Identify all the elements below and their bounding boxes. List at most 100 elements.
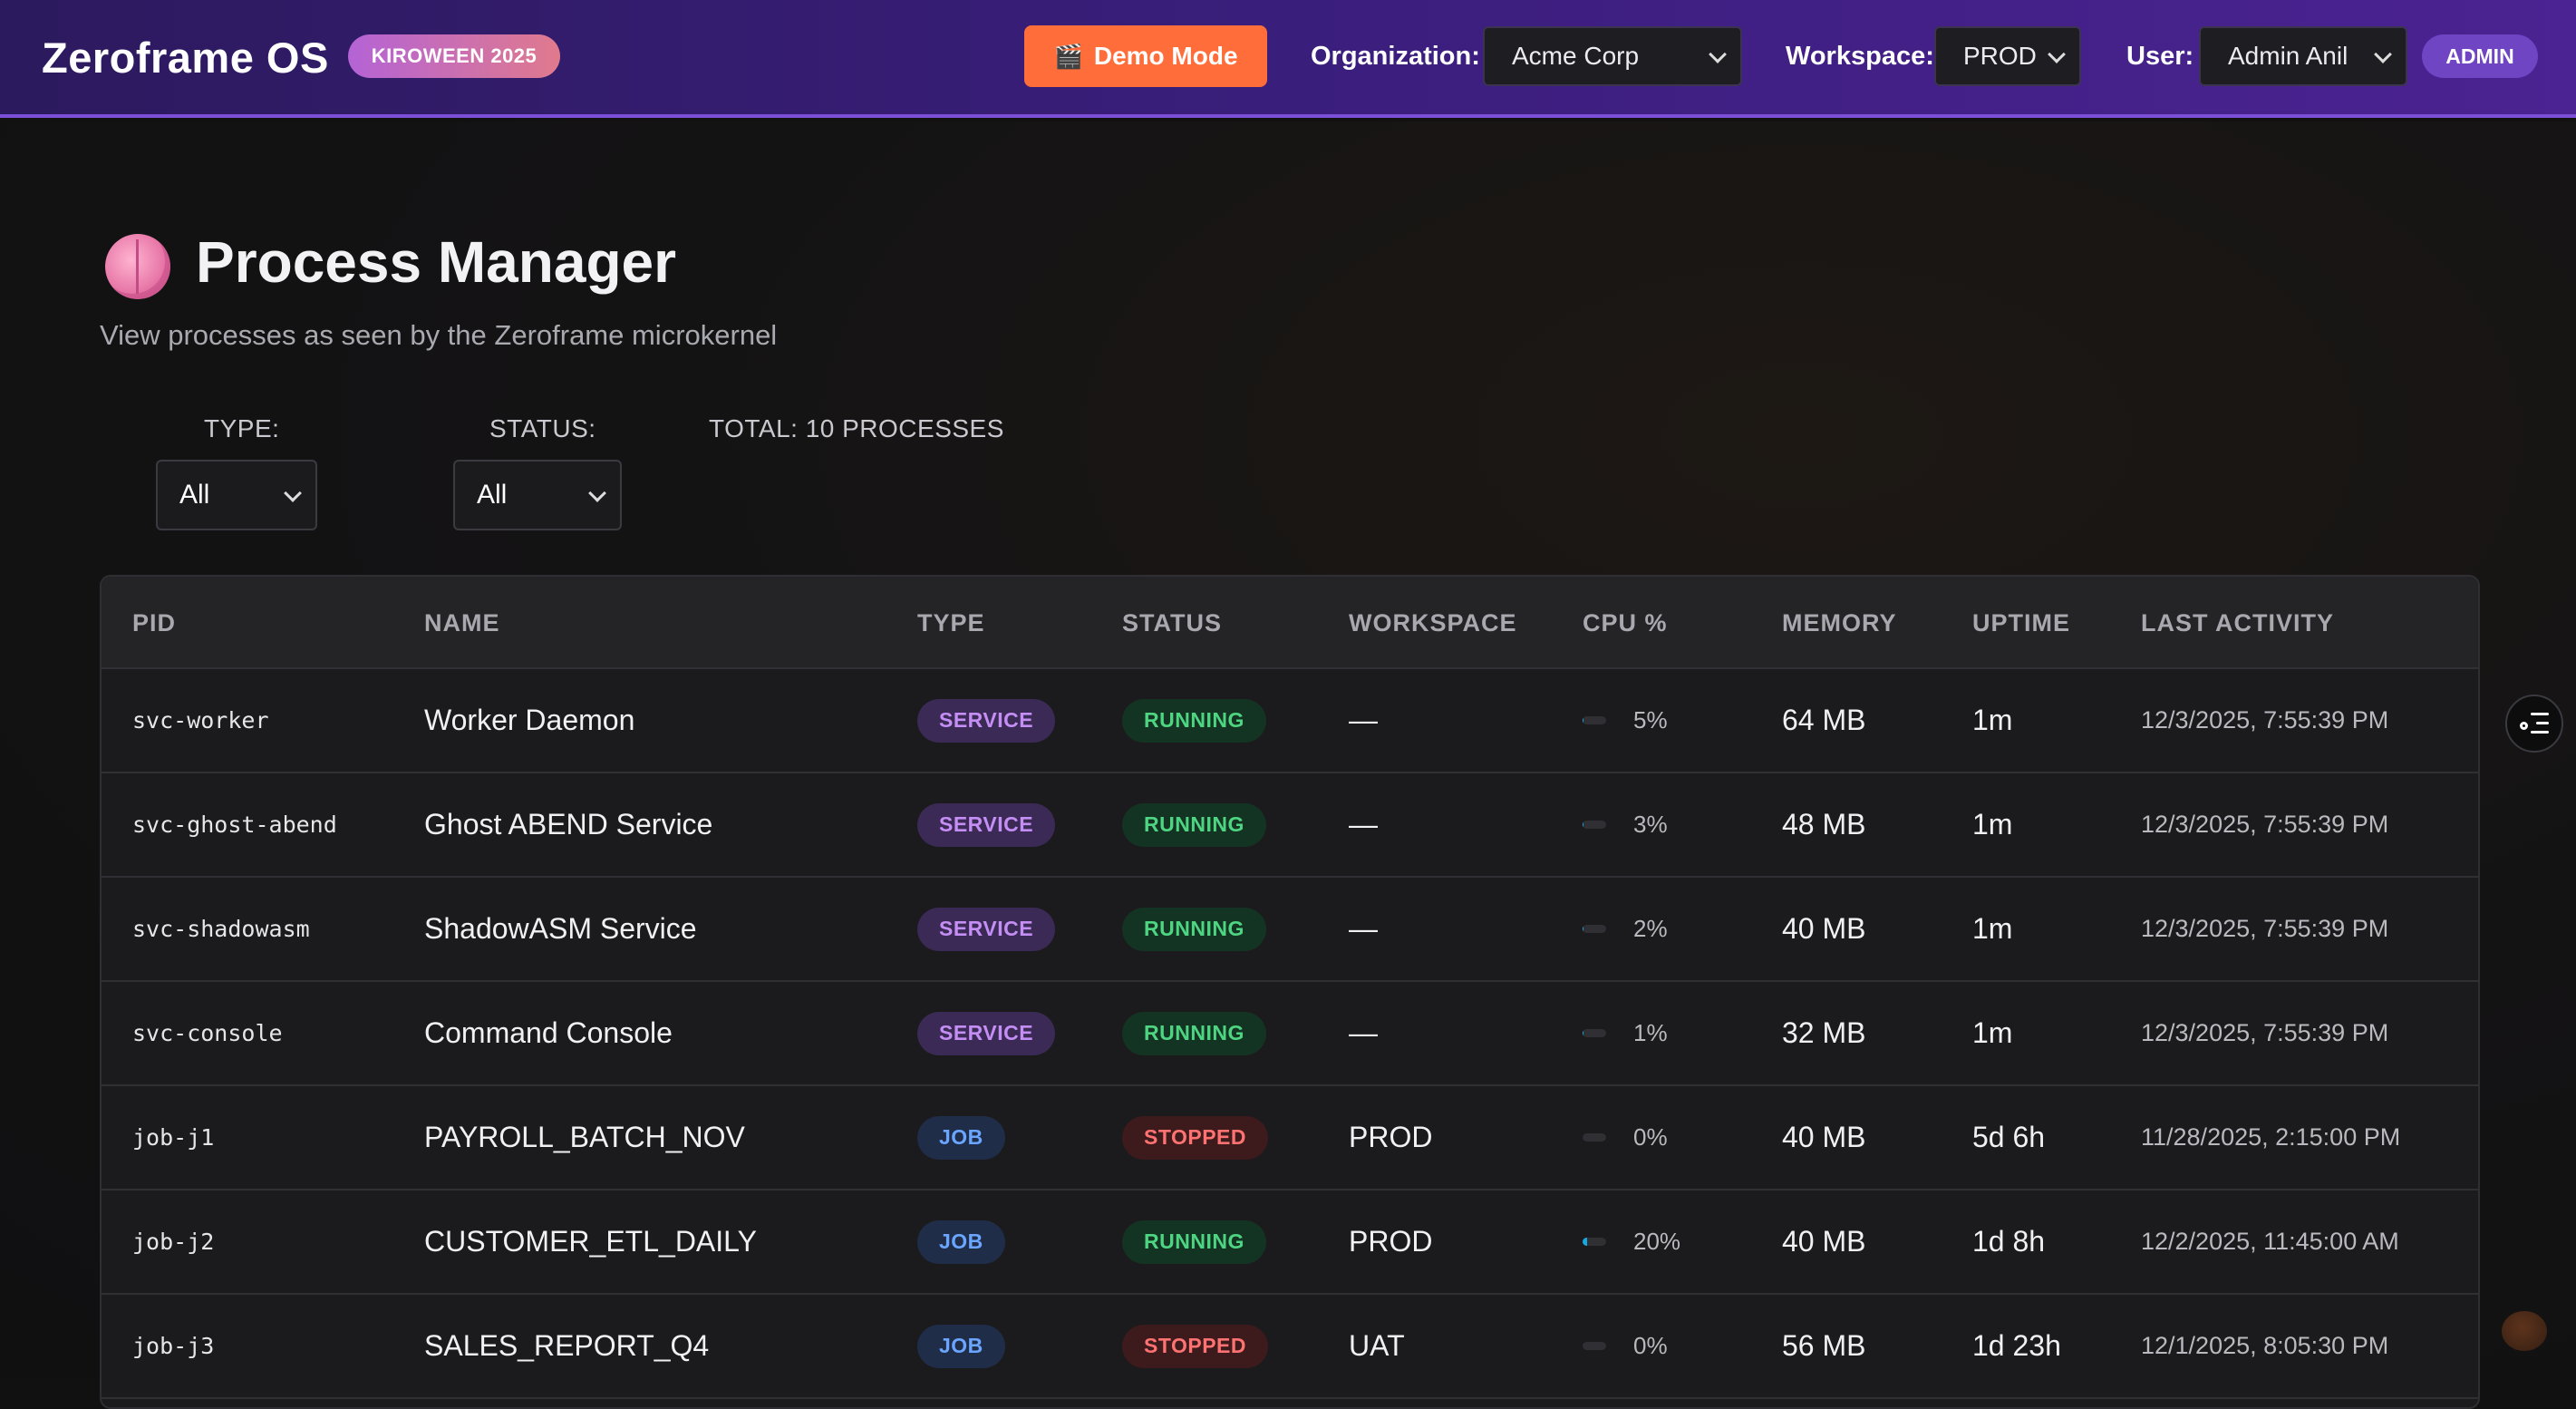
name-cell: Command Console — [424, 982, 673, 1084]
task-list-button[interactable] — [2505, 695, 2563, 753]
status-badge: STOPPED — [1122, 1325, 1268, 1368]
name-cell: ShadowASM Service — [424, 878, 697, 980]
status-cell: RUNNING — [1122, 773, 1266, 876]
brain-icon — [105, 234, 170, 299]
demo-mode-label: Demo Mode — [1094, 42, 1238, 71]
status-cell: RUNNING — [1122, 982, 1266, 1084]
pid-cell: svc-shadowasm — [132, 878, 310, 980]
status-cell: RUNNING — [1122, 1190, 1266, 1293]
type-filter-value: All — [179, 480, 209, 510]
type-badge: SERVICE — [917, 699, 1055, 743]
type-cell: SERVICE — [917, 773, 1055, 876]
memory-cell: 56 MB — [1782, 1295, 1865, 1397]
workspace-cell: PROD — [1349, 1086, 1432, 1189]
type-badge: SERVICE — [917, 803, 1055, 847]
workspace-label: Workspace: — [1786, 42, 1934, 72]
cpu-cell: 2% — [1583, 878, 1668, 980]
column-header-type[interactable]: TYPE — [917, 609, 985, 637]
cpu-value: 5% — [1633, 706, 1668, 734]
name-cell: CUSTOMER_ETL_DAILY — [424, 1190, 757, 1293]
list-settings-icon — [2520, 713, 2549, 734]
column-header-uptime[interactable]: UPTIME — [1972, 609, 2070, 637]
uptime-cell: 1m — [1972, 878, 2012, 980]
user-select[interactable]: Admin Anil — [2199, 26, 2407, 86]
column-header-cpu[interactable]: CPU % — [1583, 609, 1668, 637]
workspace-select[interactable]: PROD — [1934, 26, 2081, 86]
role-badge: ADMIN — [2422, 34, 2538, 78]
cpu-value: 0% — [1633, 1123, 1668, 1151]
status-cell: RUNNING — [1122, 878, 1266, 980]
pid-cell: svc-worker — [132, 669, 269, 772]
chevron-down-icon — [588, 484, 606, 502]
status-badge: RUNNING — [1122, 1220, 1266, 1264]
name-cell: Ghost ABEND Service — [424, 773, 712, 876]
organization-label: Organization: — [1311, 42, 1480, 72]
cpu-bar — [1583, 1029, 1606, 1037]
table-header: PID NAME TYPE STATUS WORKSPACE CPU % MEM… — [102, 577, 2478, 669]
type-cell: JOB — [917, 1295, 1005, 1397]
column-header-name[interactable]: NAME — [424, 609, 500, 637]
type-filter-select[interactable]: All — [156, 460, 317, 530]
cpu-value: 2% — [1633, 915, 1668, 943]
status-cell: RUNNING — [1122, 669, 1266, 772]
page-subtitle: View processes as seen by the Zeroframe … — [100, 319, 777, 352]
pid-cell: svc-console — [132, 982, 283, 1084]
memory-cell: 64 MB — [1782, 669, 1865, 772]
table-row[interactable]: svc-shadowasm ShadowASM Service SERVICE RUN… — [102, 878, 2478, 982]
type-cell: JOB — [917, 1086, 1005, 1189]
column-header-last-activity[interactable]: LAST ACTIVITY — [2141, 609, 2334, 637]
cpu-cell: 0% — [1583, 1086, 1668, 1189]
status-filter-label: STATUS: — [489, 414, 596, 443]
cpu-bar — [1583, 716, 1606, 724]
uptime-cell: 1m — [1972, 982, 2012, 1084]
cpu-value: 3% — [1633, 811, 1668, 839]
table-row[interactable]: svc-ghost-abend Ghost ABEND Service SERVIC… — [102, 773, 2478, 878]
cpu-cell: 20% — [1583, 1190, 1680, 1293]
status-badge: STOPPED — [1122, 1116, 1268, 1160]
organization-value: Acme Corp — [1512, 42, 1639, 71]
uptime-cell: 1m — [1972, 669, 2012, 772]
type-badge: JOB — [917, 1220, 1005, 1264]
column-header-memory[interactable]: MEMORY — [1782, 609, 1897, 637]
event-badge: KIROWEEN 2025 — [348, 34, 560, 78]
workspace-cell: — — [1349, 669, 1378, 772]
column-header-status[interactable]: STATUS — [1122, 609, 1222, 637]
last-activity-cell: 12/2/2025, 11:45:00 AM — [2141, 1190, 2399, 1293]
workspace-cell: — — [1349, 878, 1378, 980]
status-badge: RUNNING — [1122, 908, 1266, 951]
pumpkin-icon — [2502, 1311, 2547, 1351]
last-activity-cell: 11/28/2025, 2:15:00 PM — [2141, 1086, 2400, 1189]
type-filter-label: TYPE: — [204, 414, 279, 443]
column-header-pid[interactable]: PID — [132, 609, 176, 637]
status-badge: RUNNING — [1122, 699, 1266, 743]
demo-mode-button[interactable]: 🎬 Demo Mode — [1024, 25, 1267, 87]
cpu-value: 20% — [1633, 1228, 1680, 1256]
organization-select[interactable]: Acme Corp — [1483, 26, 1742, 86]
chevron-down-icon — [1709, 45, 1727, 63]
column-header-workspace[interactable]: WORKSPACE — [1349, 609, 1517, 637]
type-badge: SERVICE — [917, 908, 1055, 951]
workspace-cell: — — [1349, 773, 1378, 876]
name-cell: SALES_REPORT_Q4 — [424, 1295, 709, 1397]
last-activity-cell: 12/1/2025, 8:05:30 PM — [2141, 1295, 2388, 1397]
status-filter-select[interactable]: All — [453, 460, 622, 530]
status-filter-value: All — [477, 480, 507, 510]
memory-cell: 48 MB — [1782, 773, 1865, 876]
table-row[interactable]: svc-console Command Console SERVICE RUNNING… — [102, 982, 2478, 1086]
brand-title[interactable]: Zeroframe OS — [42, 33, 329, 83]
clapperboard-icon: 🎬 — [1053, 43, 1082, 71]
cpu-bar — [1583, 821, 1606, 829]
uptime-cell: 1m — [1972, 773, 2012, 876]
status-cell: STOPPED — [1122, 1086, 1268, 1189]
user-value: Admin Anil — [2228, 42, 2348, 71]
type-badge: JOB — [917, 1325, 1005, 1368]
cpu-cell: 5% — [1583, 669, 1668, 772]
pid-cell: svc-ghost-abend — [132, 773, 337, 876]
user-label: User: — [2126, 42, 2193, 72]
type-badge: SERVICE — [917, 1012, 1055, 1055]
status-badge: RUNNING — [1122, 803, 1266, 847]
